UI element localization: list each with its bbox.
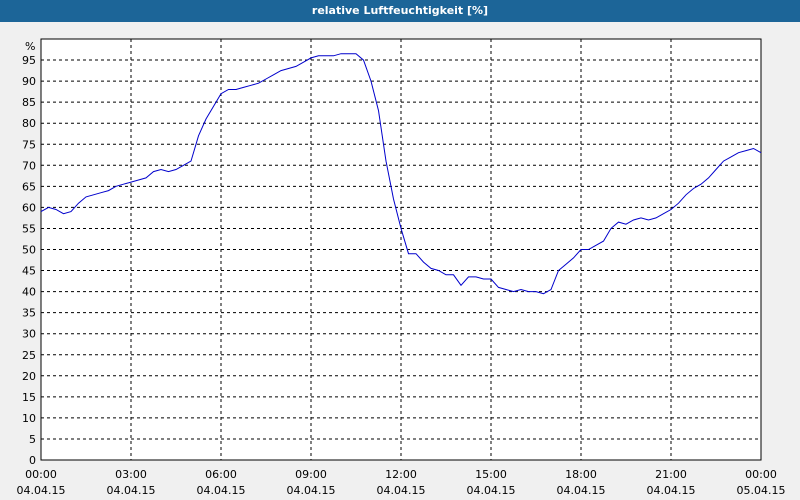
x-tick-date-label: 04.04.15 — [107, 484, 156, 497]
y-tick-label: 75 — [22, 138, 36, 151]
x-tick-time-label: 18:00 — [565, 468, 597, 481]
y-tick-label: 35 — [22, 307, 36, 320]
y-tick-label: 55 — [22, 222, 36, 235]
y-tick-label: 80 — [22, 117, 36, 130]
y-tick-label: 95 — [22, 54, 36, 67]
x-tick-time-label: 00:00 — [745, 468, 777, 481]
y-tick-label: 15 — [22, 391, 36, 404]
y-tick-label: 45 — [22, 265, 36, 278]
y-axis-ticks: 0 5 10 15 20 25 30 35 40 45 50 55 60 65 70 75 80 85 90 95 — [22, 54, 36, 467]
x-tick-date-label: 05.04.15 — [737, 484, 786, 497]
x-tick-date-label: 04.04.15 — [647, 484, 696, 497]
y-tick-label: 25 — [22, 349, 36, 362]
y-tick-label: 70 — [22, 159, 36, 172]
y-tick-label: 30 — [22, 328, 36, 341]
x-tick-time-label: 15:00 — [475, 468, 507, 481]
x-tick-date-label: 04.04.15 — [197, 484, 246, 497]
x-tick-time-label: 09:00 — [295, 468, 327, 481]
y-axis-unit-label: % — [25, 40, 35, 53]
x-tick-time-label: 06:00 — [205, 468, 237, 481]
x-tick-time-label: 12:00 — [385, 468, 417, 481]
x-axis-ticks: 00:00 04.04.15 03:00 04.04.15 06:00 04.04.15 0… — [17, 468, 786, 497]
y-tick-label: 0 — [29, 454, 36, 467]
y-tick-label: 40 — [22, 286, 36, 299]
x-tick-time-label: 03:00 — [115, 468, 147, 481]
y-tick-label: 20 — [22, 370, 36, 383]
y-tick-label: 10 — [22, 412, 36, 425]
y-tick-label: 90 — [22, 75, 36, 88]
y-tick-label: 5 — [29, 433, 36, 446]
grid-lines — [41, 39, 761, 460]
y-tick-label: 65 — [22, 180, 36, 193]
humidity-series-line — [40, 53, 762, 295]
y-tick-label: 60 — [22, 201, 36, 214]
x-tick-date-label: 04.04.15 — [377, 484, 426, 497]
x-tick-time-label: 21:00 — [655, 468, 687, 481]
x-tick-date-label: 04.04.15 — [17, 484, 66, 497]
x-tick-date-label: 04.04.15 — [557, 484, 606, 497]
y-tick-label: 85 — [22, 96, 36, 109]
x-tick-time-label: 00:00 — [25, 468, 57, 481]
x-tick-date-label: 04.04.15 — [287, 484, 336, 497]
y-tick-label: 50 — [22, 244, 36, 257]
chart-title: relative Luftfeuchtigkeit [%] — [0, 0, 800, 22]
x-tick-date-label: 04.04.15 — [467, 484, 516, 497]
